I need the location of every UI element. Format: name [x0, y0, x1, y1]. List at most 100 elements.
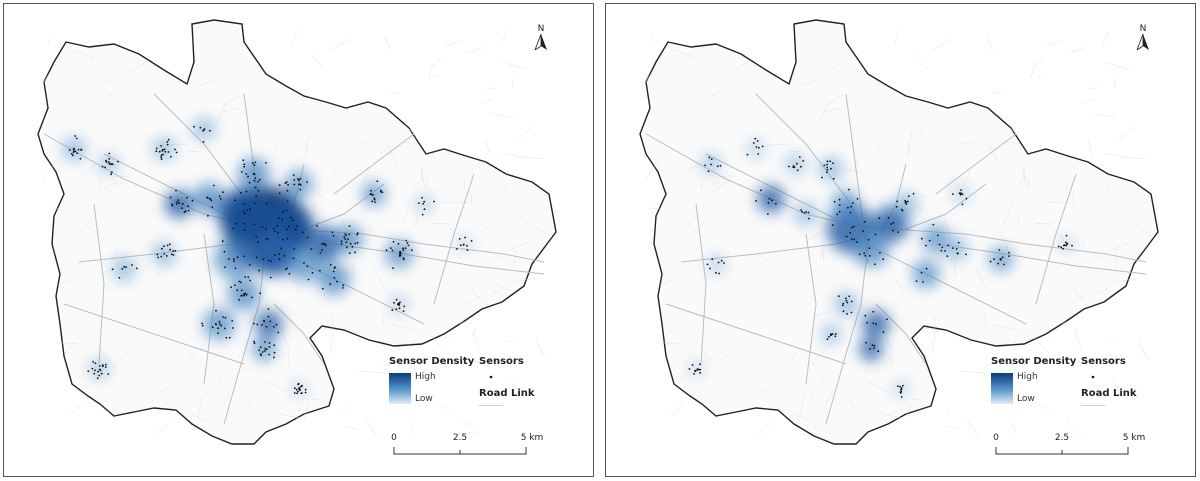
sensor-point: [755, 200, 757, 202]
sensor-point: [688, 368, 691, 370]
sensor-point: [79, 157, 82, 160]
sensor-point: [842, 310, 845, 313]
sensor-point: [255, 195, 257, 198]
sensor-point: [369, 193, 372, 196]
sensor-point: [871, 344, 874, 347]
sensor-point: [239, 281, 242, 284]
sensor-point: [222, 191, 224, 194]
density-hotspot: [859, 337, 883, 361]
sensor-point: [905, 203, 908, 205]
sensor-point: [333, 276, 336, 279]
sensor-point: [1066, 243, 1069, 245]
sensor-density-map[interactable]: [4, 4, 593, 476]
minor-road: [1095, 289, 1101, 297]
sensor-point: [293, 183, 296, 186]
sensor-point: [160, 145, 163, 147]
minor-road: [78, 373, 85, 378]
sensor-density-map[interactable]: [606, 4, 1195, 476]
minor-road: [159, 387, 169, 394]
minor-road: [1031, 334, 1049, 354]
sensor-point: [131, 264, 133, 266]
minor-road: [317, 193, 325, 198]
sensor-point: [273, 344, 276, 347]
sensor-point: [826, 166, 828, 169]
sensor-point: [826, 171, 828, 174]
sensor-point: [932, 223, 935, 226]
map-panel-left: N Sensor Density High Low Sensors Road L…: [3, 3, 594, 477]
minor-road: [890, 354, 893, 369]
sensor-point: [207, 214, 209, 217]
density-hotspot: [252, 232, 296, 276]
sensor-point: [70, 152, 73, 155]
sensor-point: [310, 248, 313, 251]
major-road: [905, 183, 987, 230]
minor-road: [207, 228, 225, 240]
sensor-point: [282, 238, 284, 241]
sensor-point: [838, 204, 841, 207]
sensor-point: [693, 373, 695, 375]
sensor-point: [135, 267, 138, 270]
sensor-point: [697, 368, 700, 371]
sensor-point: [254, 202, 256, 205]
minor-road: [400, 352, 417, 372]
sensor-point: [295, 388, 298, 391]
sensor-point: [217, 327, 220, 330]
minor-road: [409, 338, 415, 346]
minor-road: [187, 150, 199, 152]
sensor-point: [268, 353, 271, 356]
minor-road: [831, 62, 839, 71]
minor-road: [907, 141, 911, 156]
minor-road: [222, 94, 243, 107]
sensor-point: [951, 247, 954, 250]
sensor-point: [433, 200, 435, 203]
sensor-point: [235, 222, 238, 225]
sensor-point: [376, 180, 379, 183]
sensor-point: [405, 239, 408, 242]
minor-road: [1011, 422, 1017, 434]
sensor-point: [252, 172, 255, 175]
sensor-point: [1060, 246, 1063, 249]
sensor-point: [225, 336, 228, 339]
sensor-point: [293, 387, 296, 390]
minor-road: [1114, 79, 1116, 88]
sensor-point: [831, 333, 834, 335]
minor-road: [58, 278, 75, 285]
sensor-point: [238, 298, 241, 301]
sensor-point: [404, 247, 407, 250]
sensor-point: [1001, 256, 1004, 259]
sensor-point: [187, 205, 190, 208]
sensor-point: [823, 164, 826, 167]
minor-road: [292, 29, 298, 45]
sensor-point: [775, 202, 777, 205]
minor-road: [482, 99, 493, 104]
sensor-point: [340, 240, 343, 243]
minor-road: [1034, 56, 1044, 69]
sensor-point: [283, 255, 286, 257]
sensor-point: [297, 390, 299, 393]
sensor-point: [98, 368, 101, 371]
sensor-point: [830, 167, 832, 170]
minor-road: [651, 207, 664, 210]
sensor-point: [837, 295, 840, 298]
sensor-point: [243, 229, 246, 232]
minor-road: [919, 131, 924, 137]
minor-road: [966, 417, 980, 438]
major-road: [695, 203, 707, 365]
minor-road: [98, 180, 102, 190]
sensor-point: [340, 243, 343, 245]
density-hotspot: [318, 263, 350, 295]
sensor-point: [254, 177, 257, 180]
minor-road: [820, 378, 824, 385]
sensor-point: [826, 163, 828, 166]
sensor-point: [107, 161, 110, 163]
minor-road: [1105, 153, 1125, 158]
sensor-point: [800, 165, 802, 168]
minor-road: [342, 407, 349, 414]
sensor-point: [183, 211, 186, 214]
sensor-point: [709, 267, 711, 270]
sensor-point: [267, 308, 270, 310]
sensor-point: [277, 217, 280, 219]
minor-road: [914, 54, 928, 71]
minor-road: [197, 396, 203, 416]
sensor-point: [850, 238, 853, 241]
